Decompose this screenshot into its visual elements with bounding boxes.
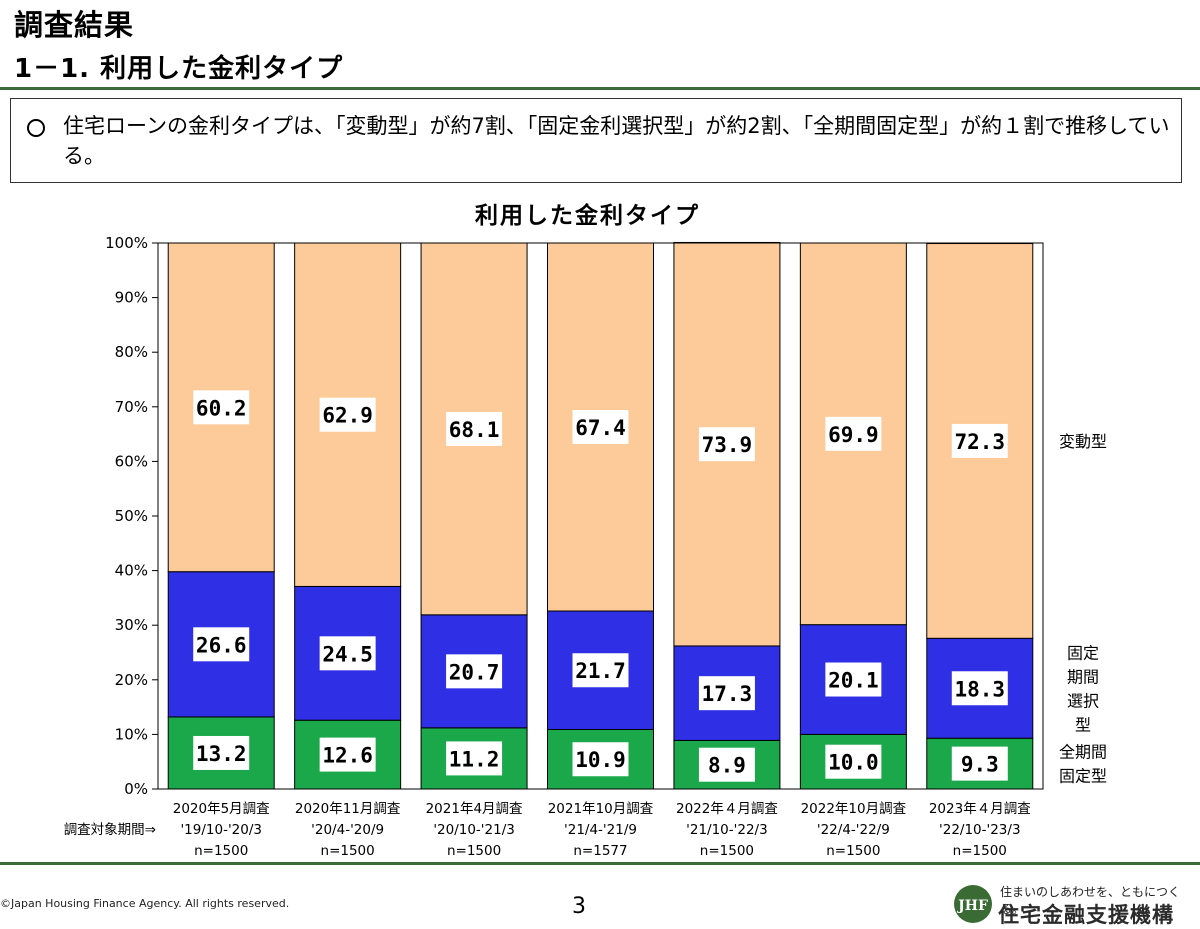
x-tick-label-period: '20/10-'21/3 bbox=[433, 822, 515, 838]
legend-label: 全期間 bbox=[1059, 743, 1107, 762]
circle-bullet-icon bbox=[27, 119, 45, 137]
data-label: 26.6 bbox=[196, 633, 247, 657]
x-tick-label-survey: 2022年10月調査 bbox=[801, 801, 907, 817]
section-title: 1－1. 利用した金利タイプ bbox=[14, 54, 344, 84]
x-tick-label-period: '21/10-'22/3 bbox=[686, 822, 768, 838]
organization-name: 住宅金融支援機構 bbox=[998, 903, 1174, 927]
x-tick-label-period: '22/4-'22/9 bbox=[817, 822, 890, 838]
legend-label: 型 bbox=[1075, 715, 1091, 734]
x-tick-label-n: n=1577 bbox=[573, 843, 627, 859]
logo-tagline: 住まいのしあわせを、ともにつくる。 bbox=[1000, 885, 1181, 916]
data-label: 13.2 bbox=[196, 742, 247, 766]
x-tick-label-period: '19/10-'20/3 bbox=[180, 822, 262, 838]
x-tick-label-period: '20/4-'20/9 bbox=[311, 822, 384, 838]
data-label-box bbox=[319, 397, 376, 432]
x-tick-label-n: n=1500 bbox=[321, 843, 375, 859]
legend-label: 期間 bbox=[1067, 667, 1099, 686]
x-tick-label-period: '22/10-'23/3 bbox=[939, 822, 1021, 838]
data-label: 8.9 bbox=[708, 754, 746, 778]
summary-box: 住宅ローンの金利タイプは、「変動型」が約7割、「固定金利選択型」が約2割、「全期… bbox=[10, 98, 1182, 183]
data-label-box bbox=[572, 653, 629, 688]
x-tick-label-survey: 2020年11月調査 bbox=[295, 801, 401, 817]
data-label-box bbox=[572, 742, 629, 777]
legend-label: 固定 bbox=[1067, 643, 1099, 662]
x-tick-label-n: n=1500 bbox=[700, 843, 754, 859]
y-tick-label: 50% bbox=[115, 507, 148, 525]
legend-label: 変動型 bbox=[1059, 432, 1107, 451]
x-tick-label-n: n=1500 bbox=[953, 843, 1007, 859]
logo-text: JHF bbox=[956, 898, 988, 914]
data-label: 21.7 bbox=[575, 659, 626, 683]
data-label-box bbox=[825, 744, 882, 779]
y-tick-label: 30% bbox=[115, 616, 148, 634]
data-label-box bbox=[446, 654, 503, 689]
x-tick-label-n: n=1500 bbox=[826, 843, 880, 859]
header-divider bbox=[0, 87, 1200, 90]
x-tick-label-period: '21/4-'21/9 bbox=[564, 822, 637, 838]
data-label: 60.2 bbox=[196, 396, 247, 420]
data-label: 62.9 bbox=[322, 404, 373, 428]
data-label: 20.1 bbox=[828, 669, 879, 693]
y-tick-label: 70% bbox=[115, 398, 148, 416]
data-label-box bbox=[193, 390, 250, 425]
chart-title: 利用した金利タイプ bbox=[475, 203, 700, 229]
summary-text: 住宅ローンの金利タイプは、「変動型」が約7割、「固定金利選択型」が約2割、「全期… bbox=[63, 114, 1170, 168]
jhf-logo-icon: JHF bbox=[954, 885, 992, 923]
x-tick-label-n: n=1500 bbox=[447, 843, 501, 859]
data-label: 68.1 bbox=[449, 418, 500, 442]
page-title: 調査結果 bbox=[14, 8, 135, 42]
data-label-box bbox=[825, 662, 882, 697]
data-label-box bbox=[698, 427, 755, 462]
y-tick-label: 80% bbox=[115, 343, 148, 361]
data-label: 11.2 bbox=[449, 747, 500, 771]
y-tick-label: 60% bbox=[115, 452, 148, 470]
data-label: 9.3 bbox=[961, 753, 999, 777]
data-label-box bbox=[951, 671, 1008, 706]
data-label-box bbox=[698, 676, 755, 711]
data-label: 12.6 bbox=[322, 744, 373, 768]
y-tick-label: 10% bbox=[115, 725, 148, 743]
data-label-box bbox=[319, 636, 376, 671]
x-tick-label-survey: 2020年5月調査 bbox=[173, 801, 270, 817]
data-label: 69.9 bbox=[828, 423, 879, 447]
data-label-box bbox=[951, 746, 1008, 781]
footer-divider bbox=[0, 862, 1200, 865]
copyright: ©Japan Housing Finance Agency. All right… bbox=[0, 897, 290, 910]
data-label-box bbox=[572, 410, 629, 445]
data-label-box bbox=[446, 741, 503, 776]
data-label: 10.0 bbox=[828, 751, 879, 775]
data-label: 17.3 bbox=[702, 682, 753, 706]
y-tick-label: 90% bbox=[115, 289, 148, 307]
x-tick-label-survey: 2022年４月調査 bbox=[676, 801, 778, 817]
data-label-box bbox=[446, 411, 503, 446]
x-tick-label-survey: 2021年4月調査 bbox=[426, 801, 523, 817]
x-tick-label-survey: 2021年10月調査 bbox=[548, 801, 654, 817]
y-tick-label: 20% bbox=[115, 671, 148, 689]
data-label: 24.5 bbox=[322, 642, 373, 666]
data-label: 20.7 bbox=[449, 660, 500, 684]
y-tick-label: 0% bbox=[124, 780, 148, 798]
data-label-box bbox=[319, 737, 376, 772]
data-label: 18.3 bbox=[954, 677, 1005, 701]
x-tick-label-n: n=1500 bbox=[194, 843, 248, 859]
data-label: 67.4 bbox=[575, 416, 626, 440]
period-prefix-label: 調査対象期間⇒ bbox=[64, 822, 156, 838]
page-number: 3 bbox=[572, 894, 586, 919]
plot-frame bbox=[157, 242, 1044, 790]
y-tick-label: 40% bbox=[115, 562, 148, 580]
data-label-box bbox=[951, 423, 1008, 458]
y-tick-label: 100% bbox=[105, 234, 148, 252]
data-label: 10.9 bbox=[575, 748, 626, 772]
data-label-box bbox=[698, 747, 755, 782]
legend-label: 固定型 bbox=[1059, 767, 1107, 786]
legend-label: 選択 bbox=[1067, 691, 1099, 710]
data-label-box bbox=[193, 627, 250, 662]
data-label: 73.9 bbox=[702, 433, 753, 457]
x-tick-label-survey: 2023年４月調査 bbox=[929, 801, 1031, 817]
data-label-box bbox=[825, 416, 882, 451]
data-label-box bbox=[193, 735, 250, 770]
data-label: 72.3 bbox=[954, 430, 1005, 454]
